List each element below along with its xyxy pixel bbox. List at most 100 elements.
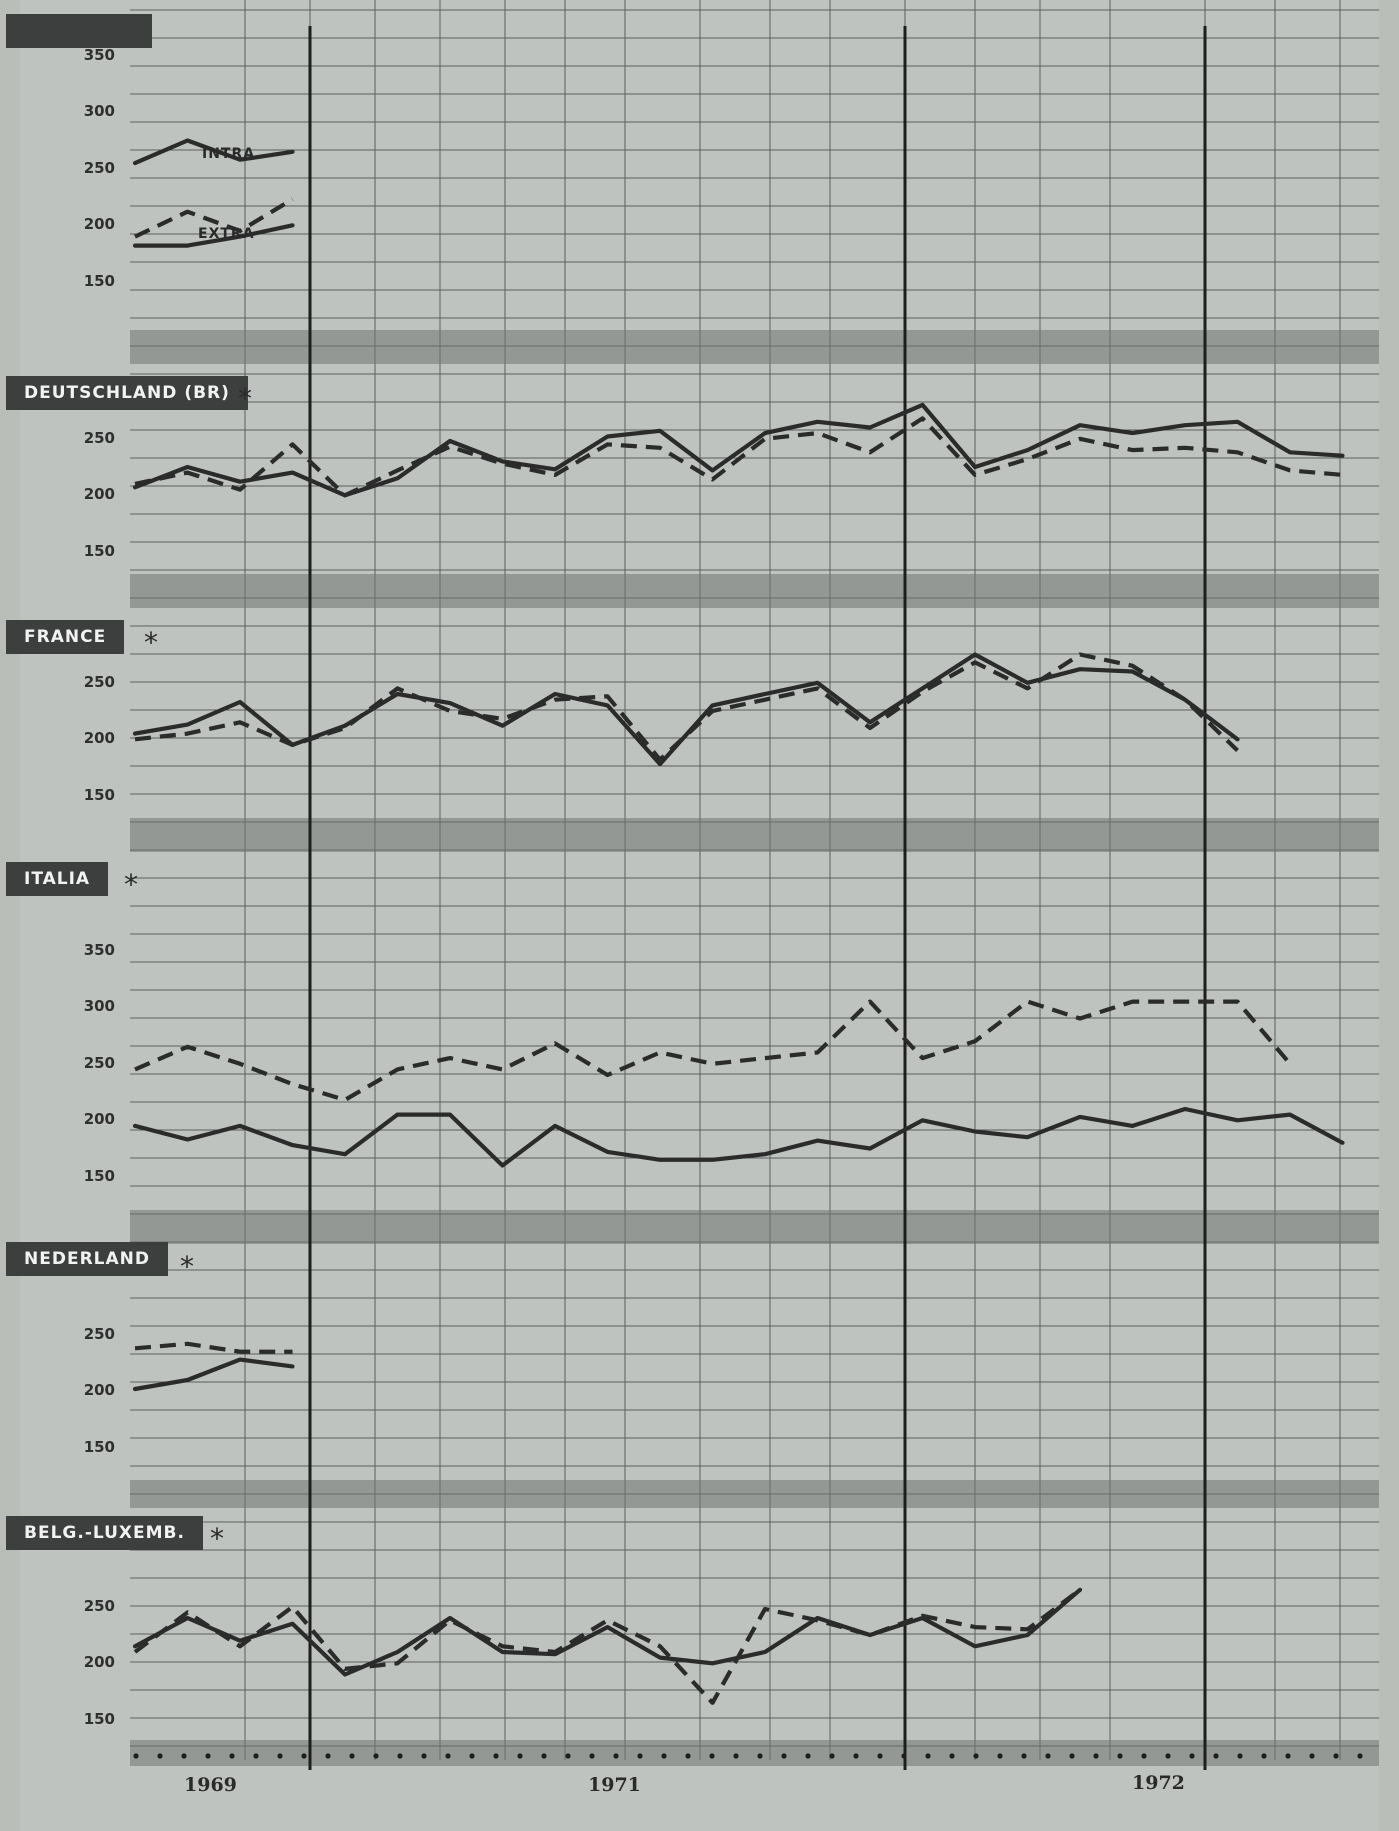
- y-tick-bl-2: 150: [83, 1709, 115, 1728]
- series-line-bl-dashed-1: [133, 1588, 1082, 1705]
- y-tick-eur-2: 250: [83, 158, 115, 177]
- y-tick-it-0: 350: [83, 940, 115, 959]
- y-tick-it-3: 200: [83, 1110, 115, 1129]
- y-tick-fr-1: 200: [83, 729, 115, 748]
- month-dot: [997, 1753, 1003, 1759]
- month-dot: [1261, 1753, 1267, 1759]
- month-dot: [1021, 1753, 1027, 1759]
- panel-nl: [132, 1341, 295, 1392]
- month-dot: [373, 1753, 379, 1759]
- month-dot: [733, 1753, 739, 1759]
- month-dot: [493, 1753, 499, 1759]
- month-dot: [781, 1753, 787, 1759]
- panel-label-france: FRANCE: [6, 620, 125, 654]
- month-dot: [613, 1753, 619, 1759]
- y-tick-eur-0: 350: [83, 45, 115, 64]
- month-dot: [277, 1753, 283, 1759]
- month-dot: [925, 1753, 931, 1759]
- month-dot: [1309, 1753, 1315, 1759]
- month-dot: [1069, 1753, 1075, 1759]
- month-dot: [805, 1753, 811, 1759]
- month-dot: [709, 1753, 715, 1759]
- month-dot: [1333, 1753, 1339, 1759]
- panel-label-belg-luxemb: BELG.-LUXEMB.: [6, 1516, 203, 1550]
- panel-eur: [132, 138, 295, 248]
- y-tick-eur-1: 300: [83, 102, 115, 121]
- panel-label-italia: ITALIA: [6, 862, 109, 896]
- y-tick-de-1: 200: [83, 485, 115, 504]
- panel-label-eur: [6, 14, 152, 48]
- month-dot: [541, 1753, 547, 1759]
- asterisk-france: *: [144, 626, 158, 659]
- series-line-nl-solid-0: [132, 1357, 295, 1392]
- month-dot: [349, 1753, 355, 1759]
- band-0: [130, 330, 1379, 364]
- year-label-1971: 1971: [588, 1774, 641, 1796]
- series-line-it-solid-0: [132, 1106, 1345, 1168]
- y-tick-de-2: 150: [83, 541, 115, 560]
- y-tick-it-2: 250: [83, 1053, 115, 1072]
- y-tick-eur-4: 150: [83, 271, 115, 290]
- series-line-eur-solid-2: [132, 223, 295, 248]
- panel-it: [132, 999, 1345, 1168]
- month-dot: [853, 1753, 859, 1759]
- month-dot: [829, 1753, 835, 1759]
- month-dot: [901, 1753, 907, 1759]
- series-line-nl-dashed-1: [134, 1341, 293, 1354]
- band-1: [130, 574, 1379, 608]
- month-dot: [1213, 1753, 1219, 1759]
- month-dot: [469, 1753, 475, 1759]
- month-dot: [685, 1753, 691, 1759]
- asterisk-belg-luxemb: *: [210, 1522, 224, 1555]
- y-tick-it-4: 150: [83, 1166, 115, 1185]
- series-line-it-dashed-1: [134, 999, 1292, 1103]
- series-line-bl-solid-0: [132, 1587, 1083, 1677]
- asterisk-nederland: *: [180, 1250, 194, 1283]
- month-dot: [517, 1753, 523, 1759]
- month-dot: [949, 1753, 955, 1759]
- y-tick-fr-0: 250: [83, 672, 115, 691]
- series-label-extra: EXTRA: [198, 226, 255, 242]
- month-dot: [397, 1753, 403, 1759]
- band-2: [130, 818, 1379, 852]
- month-dot: [637, 1753, 643, 1759]
- month-dot: [1141, 1753, 1147, 1759]
- band-4: [130, 1480, 1379, 1508]
- month-dot: [1237, 1753, 1243, 1759]
- series-line-eur-solid-0: [132, 138, 295, 166]
- month-dot: [1285, 1753, 1291, 1759]
- series-label-intra: INTRA: [202, 146, 256, 162]
- month-dot: [1165, 1753, 1171, 1759]
- month-dot: [877, 1753, 883, 1759]
- month-dot: [1093, 1753, 1099, 1759]
- panel-fr: [132, 652, 1240, 767]
- y-tick-nl-2: 150: [83, 1437, 115, 1456]
- month-dot: [133, 1753, 139, 1759]
- month-dot: [589, 1753, 595, 1759]
- month-dot: [565, 1753, 571, 1759]
- month-dot: [973, 1753, 979, 1759]
- panel-label-nederland: NEDERLAND: [6, 1242, 168, 1276]
- month-dot: [421, 1753, 427, 1759]
- month-dot: [757, 1753, 763, 1759]
- year-label-1969: 1969: [184, 1774, 237, 1796]
- month-dot: [1357, 1753, 1363, 1759]
- panel-bl: [132, 1587, 1083, 1705]
- month-dot: [661, 1753, 667, 1759]
- month-dot: [229, 1753, 235, 1759]
- year-label-1972: 1972: [1132, 1772, 1185, 1794]
- y-tick-bl-0: 250: [83, 1596, 115, 1615]
- y-tick-it-1: 300: [83, 997, 115, 1016]
- asterisk-italia: *: [124, 868, 138, 901]
- month-dot: [157, 1753, 163, 1759]
- y-tick-nl-0: 250: [83, 1324, 115, 1343]
- month-dot: [301, 1753, 307, 1759]
- y-tick-nl-1: 200: [83, 1381, 115, 1400]
- y-tick-eur-3: 200: [83, 215, 115, 234]
- band-3: [130, 1210, 1379, 1244]
- band-5: [130, 1740, 1379, 1766]
- series-line-fr-solid-0: [132, 652, 1240, 767]
- month-dot: [181, 1753, 187, 1759]
